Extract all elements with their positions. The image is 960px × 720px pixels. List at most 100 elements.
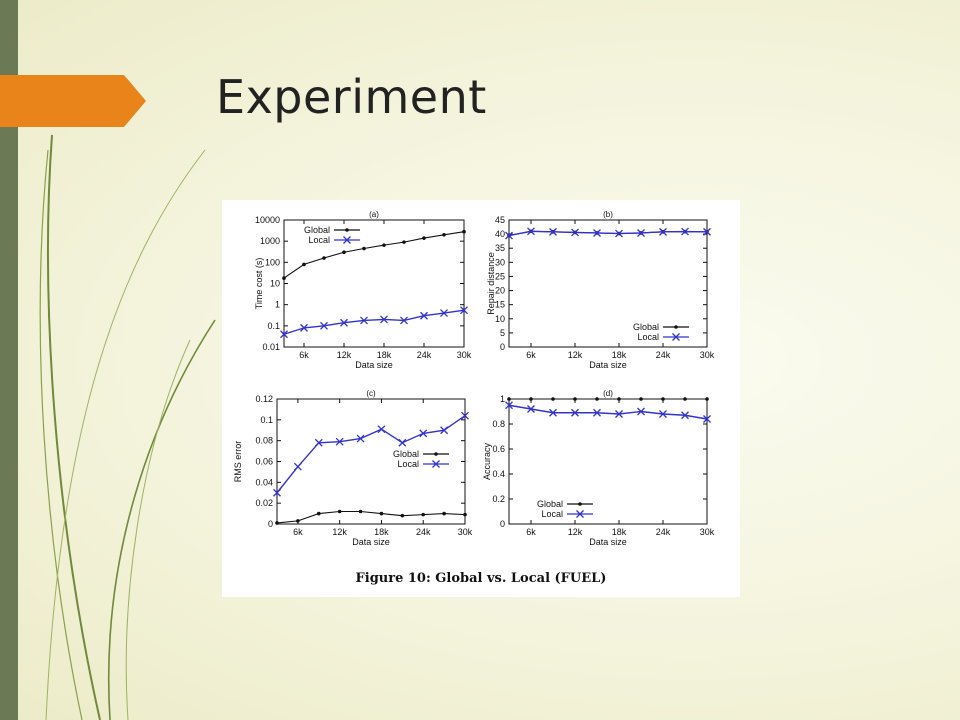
y-tick-label: 0.8 [492, 419, 505, 429]
data-point-global [302, 262, 306, 267]
x-tick-label: 24k [656, 527, 671, 537]
figure: (a) 6k 12k 18k 24k 30k 0.01 0.1 1 10 100 1000 10000 D… [222, 200, 740, 597]
data-point-local [527, 227, 535, 236]
figure-caption: Figure 10: Global vs. Local (FUEL) [355, 571, 607, 586]
y-tick-label: 0.06 [255, 457, 273, 467]
data-point-global [705, 397, 709, 401]
data-point-local [615, 410, 623, 418]
data-point-global [463, 512, 467, 517]
legend-marker [674, 325, 678, 329]
data-point-global [342, 250, 346, 255]
data-point-global [379, 511, 384, 516]
series-line-local [508, 230, 708, 237]
data-point-local [593, 408, 601, 417]
x-tick-label: 18k [377, 350, 392, 360]
data-point-global [442, 511, 446, 516]
accent-bar [0, 0, 18, 720]
x-axis-label: Data size [352, 537, 390, 547]
data-point-global [442, 232, 446, 237]
data-point-global [400, 513, 405, 518]
data-point-local [659, 227, 667, 236]
y-axis-label: Accuracy [482, 442, 492, 480]
x-tick-label: 12k [568, 527, 583, 537]
chart-d: (d) 6k 12k 18k 24k 30k 0 0.2 0.4 0.6 0.8 1 Data size… [482, 389, 715, 547]
slide-title: Experiment [216, 70, 487, 124]
series-line-global [276, 510, 466, 524]
x-axis-label: Data size [355, 360, 393, 370]
y-axis-label: Repair distance [486, 252, 496, 315]
y-tick-label: 25 [495, 271, 505, 281]
plot-frame [276, 398, 466, 525]
panel-title: (c) [366, 389, 376, 398]
y-tick-label: 0 [268, 519, 273, 529]
y-tick-label: 10 [270, 279, 280, 289]
y-tick-label: 0.12 [255, 394, 273, 404]
x-tick-label: 24k [417, 350, 432, 360]
y-tick-label: 45 [495, 215, 505, 225]
data-point-global [362, 246, 366, 251]
data-point-local [571, 228, 579, 237]
data-point-local [440, 426, 449, 435]
data-point-global [507, 397, 511, 401]
x-tick-label: 6k [526, 350, 536, 360]
x-tick-label: 24k [656, 350, 671, 360]
legend-label: Local [308, 235, 330, 245]
y-tick-label: 20 [495, 286, 505, 296]
data-point-global [316, 511, 321, 516]
y-tick-label: 0.2 [492, 494, 505, 504]
y-tick-label: 0 [500, 519, 505, 529]
y-tick-label: 0.01 [262, 342, 280, 352]
data-point-local [360, 316, 368, 325]
legend-label: Global [633, 322, 659, 332]
legend-label: Global [304, 225, 330, 235]
legend-marker [432, 460, 440, 468]
x-tick-label: 30k [457, 350, 472, 360]
legend-marker [576, 510, 584, 518]
y-tick-label: 0 [500, 342, 505, 352]
data-point-global [337, 509, 342, 514]
data-point-local [400, 316, 408, 325]
legend-label: Local [541, 509, 563, 519]
data-point-local [505, 231, 513, 240]
y-tick-label: 10 [495, 314, 505, 324]
data-point-local [340, 318, 348, 327]
y-tick-label: 40 [495, 229, 505, 239]
x-tick-label: 30k [458, 527, 473, 537]
data-point-local [571, 408, 579, 417]
data-point-local [681, 227, 689, 236]
data-point-global [275, 521, 279, 525]
y-tick-label: 0.6 [492, 444, 505, 454]
series-line-global [283, 231, 465, 279]
legend-marker [672, 333, 680, 341]
data-point-global [382, 243, 386, 247]
data-point-local [460, 306, 468, 315]
data-point-global [595, 397, 599, 401]
chart-a: (a) 6k 12k 18k 24k 30k 0.01 0.1 1 10 100 1000 10000 D… [254, 210, 472, 370]
data-point-local [280, 330, 288, 339]
x-tick-label: 18k [374, 527, 389, 537]
y-axis-label: RMS error [233, 441, 243, 483]
y-tick-label: 0.04 [255, 477, 273, 487]
data-point-global [402, 240, 406, 244]
data-point-global [529, 397, 533, 401]
data-point-local [615, 229, 623, 238]
data-point-local [300, 323, 308, 332]
decorative-curves [39, 134, 216, 720]
data-point-local [461, 411, 469, 420]
data-point-local [681, 411, 689, 420]
data-point-global [296, 519, 300, 523]
x-tick-label: 6k [526, 527, 536, 537]
data-point-global [573, 397, 577, 401]
data-point-local [703, 415, 711, 423]
y-tick-label: 0.02 [255, 498, 273, 508]
data-point-global [617, 397, 621, 401]
data-point-local [380, 315, 388, 324]
data-point-local [440, 309, 448, 318]
series-line-local [508, 404, 708, 420]
data-point-local [637, 229, 645, 237]
y-tick-label: 15 [495, 300, 505, 310]
